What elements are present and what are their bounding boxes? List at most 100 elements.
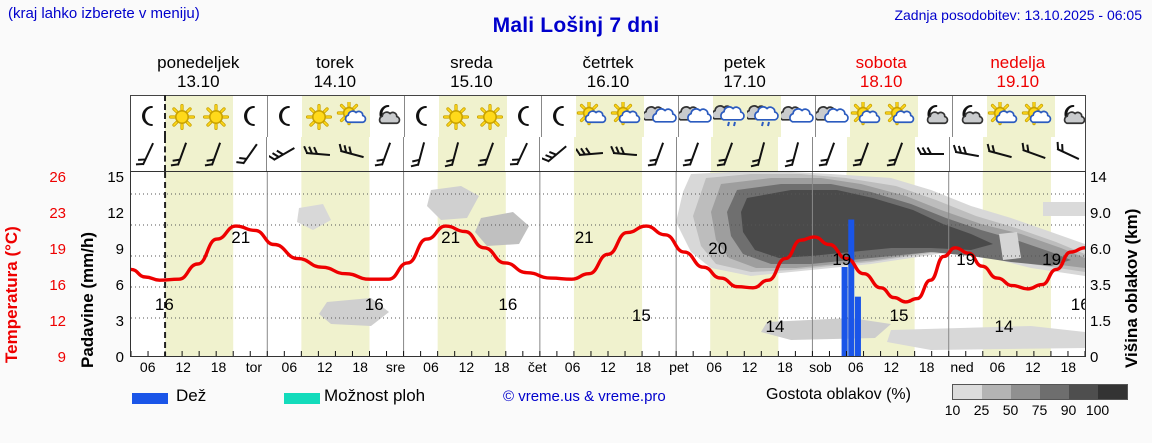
cloud-density-patch bbox=[319, 298, 389, 326]
cloud-density-ramp-label: 75 bbox=[1031, 402, 1048, 418]
cloud-density-color-ramp bbox=[952, 384, 1128, 400]
time-axis-label: 18 bbox=[210, 359, 227, 375]
time-axis-label: 12 bbox=[600, 359, 616, 375]
weather-icon-sun-cloud bbox=[850, 96, 884, 137]
current-time-marker-wind bbox=[164, 137, 167, 171]
cloud-density-patch bbox=[475, 212, 529, 246]
wind-barb-icon bbox=[1021, 142, 1046, 160]
temperature-value-label: 16 bbox=[1071, 295, 1085, 314]
moon-icon bbox=[405, 102, 439, 132]
page-title: Mali Lošinj 7 dni bbox=[492, 14, 660, 37]
wind-barb-icon bbox=[987, 143, 1013, 159]
weather-icon-row bbox=[130, 95, 1086, 137]
time-axis-label: 18 bbox=[493, 359, 510, 375]
wind-barb-icon bbox=[784, 142, 800, 168]
rain-legend-label: Dež bbox=[176, 386, 207, 405]
wind-barb-icon bbox=[818, 142, 836, 167]
wind-barb-icon bbox=[204, 142, 221, 167]
cloud-density-ramp-step bbox=[1040, 385, 1069, 399]
time-axis-label: 06 bbox=[706, 359, 722, 375]
wind-barb-icon bbox=[576, 147, 604, 157]
cloud-density-patch bbox=[999, 232, 1021, 260]
sun-cloud-icon bbox=[610, 101, 644, 132]
rain-bar bbox=[841, 267, 848, 356]
forecast-plot-svg: 16 21 16 21 16 21 15 20 14 19 15 19 14 19 16 bbox=[131, 172, 1085, 356]
cloud-density-patch bbox=[297, 204, 331, 230]
day-name: torek bbox=[315, 53, 354, 72]
wind-barb-cell bbox=[402, 137, 438, 171]
sun-icon bbox=[165, 102, 199, 132]
wind-barb-icon bbox=[269, 147, 296, 161]
weather-icon-moon bbox=[267, 96, 302, 137]
wind-barb-icon bbox=[338, 143, 364, 159]
time-axis-label: 12 bbox=[316, 359, 333, 375]
weather-icon-moon-cloud bbox=[918, 96, 952, 137]
sun-cloud-icon bbox=[884, 101, 918, 132]
showers-legend-swatch bbox=[284, 393, 320, 404]
time-axis-label: 18 bbox=[635, 359, 652, 375]
cloud-density-ramp-label: 10 bbox=[944, 402, 961, 418]
wind-barb-icon bbox=[886, 142, 903, 167]
moon-icon bbox=[542, 102, 576, 132]
precipitation-axis-title: Padavine (mm/h) bbox=[78, 231, 97, 368]
weather-icon-moon bbox=[404, 96, 439, 137]
showers-legend-label: Možnost ploh bbox=[324, 386, 426, 405]
temperature-tick: 9 bbox=[57, 349, 66, 366]
temperature-curve bbox=[131, 224, 1085, 304]
time-axis-label: pet bbox=[669, 359, 689, 375]
temperature-value-label: 15 bbox=[890, 306, 909, 325]
weather-icon-moon bbox=[541, 96, 576, 137]
time-axis-label: 18 bbox=[1060, 359, 1077, 375]
weather-icon-moon-cloud bbox=[1055, 96, 1089, 137]
wind-barb-icon bbox=[916, 147, 944, 155]
wind-barb-cell bbox=[369, 137, 403, 171]
wind-barb-icon bbox=[135, 142, 154, 166]
wind-barb-icon bbox=[716, 142, 733, 167]
day-date: 18.10 bbox=[859, 72, 903, 91]
day-date: 14.10 bbox=[313, 72, 357, 91]
wind-barb-cell bbox=[847, 137, 881, 171]
day-name: sobota bbox=[855, 53, 907, 72]
temperature-tick: 19 bbox=[49, 241, 66, 258]
wind-barb-icon bbox=[410, 142, 425, 168]
wind-barb-cell bbox=[301, 137, 336, 171]
cloud-icon bbox=[816, 102, 850, 132]
wind-barb-cell bbox=[539, 137, 574, 171]
weather-icon-sun bbox=[439, 96, 473, 137]
time-axis-label: 12 bbox=[1025, 359, 1041, 375]
weather-icon-moon bbox=[131, 96, 165, 137]
day-header-row: ponedeljek 13.10 torek 14.10 sreda 15.10 četrt… bbox=[130, 52, 1086, 92]
day-date: 16.10 bbox=[586, 72, 630, 91]
wind-barb-cell bbox=[266, 137, 301, 171]
day-date: 13.10 bbox=[177, 72, 220, 91]
weather-icon-cloud-rain bbox=[747, 96, 781, 137]
weather-icon-moon-cloud bbox=[370, 96, 404, 137]
wind-barb-cell bbox=[437, 137, 472, 171]
precipitation-tick: 9 bbox=[115, 241, 124, 258]
day-date: 17.10 bbox=[723, 72, 766, 91]
weather-icon-sun-cloud bbox=[884, 96, 918, 137]
wind-barb-cell bbox=[164, 137, 199, 171]
wind-barb-icon bbox=[303, 145, 331, 157]
wind-barb-icon bbox=[170, 142, 187, 167]
day-name: sreda bbox=[450, 53, 493, 72]
cloud-icon bbox=[781, 102, 815, 132]
wind-barb-icon bbox=[235, 143, 258, 165]
cloud-density-ramp-step bbox=[1069, 385, 1098, 399]
wind-barb-cell bbox=[675, 137, 711, 171]
temperature-value-label: 21 bbox=[231, 228, 250, 247]
temperature-value-label: 15 bbox=[632, 306, 651, 325]
wind-barb-icon bbox=[444, 142, 459, 168]
wind-barb-icon bbox=[542, 145, 568, 163]
cloud-height-tick: 0 bbox=[1090, 349, 1099, 366]
time-axis-label: 06 bbox=[281, 359, 298, 375]
time-axis: 06 12 18 tor 06 12 18 sre 06 12 18 čet 06 12 18 pet 06 12… bbox=[130, 358, 1086, 376]
cloud-icon bbox=[644, 102, 678, 132]
day-name: četrtek bbox=[582, 53, 634, 72]
wind-barb-cell bbox=[335, 137, 370, 171]
time-axis-label: sob bbox=[809, 359, 832, 375]
rain-bar bbox=[848, 219, 855, 356]
copyright-link[interactable]: © vreme.us & vreme.pro bbox=[503, 388, 666, 405]
wind-barb-cell bbox=[1017, 137, 1052, 171]
temperature-tick: 23 bbox=[49, 205, 66, 222]
